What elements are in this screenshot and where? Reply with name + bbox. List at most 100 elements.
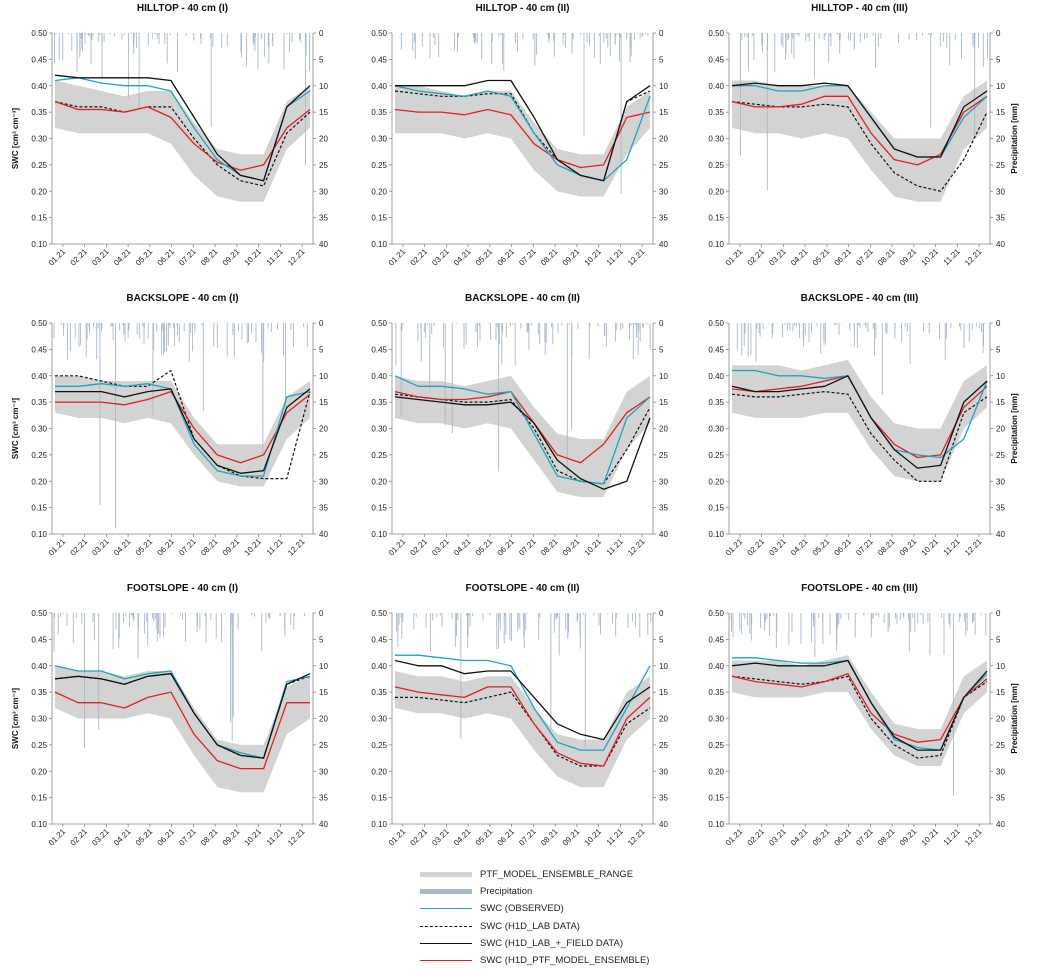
y-tick-label-right: 5 [996, 55, 1001, 64]
y-tick-label-left: 0.10 [708, 240, 724, 249]
x-tick-label: 12.21 [963, 537, 984, 558]
y-tick-label-right: 0 [319, 609, 324, 618]
series-line-ptf [55, 390, 311, 464]
y-tick-label-left: 0.10 [31, 530, 47, 539]
y-tick-label-left: 0.50 [371, 609, 387, 618]
y-tick-label-left: 0.30 [708, 715, 724, 724]
series-line-lab [55, 369, 311, 480]
series-line-observed [55, 383, 311, 477]
y-tick-label-right: 30 [996, 187, 1005, 196]
series-line-lab_field [395, 79, 651, 182]
series-line-ptf [394, 686, 651, 767]
x-tick-label: 09.21 [221, 827, 242, 848]
x-tick-label: 10.21 [920, 827, 941, 848]
y-tick-label-right: 40 [319, 820, 328, 829]
x-tick-label: 01.21 [47, 827, 68, 848]
x-tick-label: 10.21 [920, 247, 941, 268]
y-tick-label-right: 10 [659, 662, 668, 671]
x-tick-label: 02.21 [409, 247, 430, 268]
x-tick-label: 08.21 [876, 537, 897, 558]
panel: 0.10 0.15 0.20 0.25 0.30 0.35 0.40 0.45 0.50 0 5 10… [11, 293, 328, 558]
x-tick-label: 02.21 [69, 247, 90, 268]
legend-swatch-ptf [420, 960, 472, 962]
x-tick-label: 06.21 [496, 247, 517, 268]
y-tick-label-left: 0.35 [371, 688, 387, 697]
x-tick-label: 12.21 [286, 247, 307, 268]
y-tick-label-left: 0.10 [371, 240, 387, 249]
y-tick-label-right: 40 [996, 240, 1005, 249]
x-tick-label: 01.21 [387, 827, 408, 848]
y-tick-label-right: 35 [659, 214, 668, 223]
x-tick-label: 07.21 [517, 827, 538, 848]
y-tick-label-left: 0.20 [708, 767, 724, 776]
series-line-lab_field [54, 673, 311, 759]
panel: 0.10 0.15 0.20 0.25 0.30 0.35 0.40 0.45 0.50 0 5 10… [11, 3, 328, 268]
x-tick-label: 02.21 [746, 247, 767, 268]
y-tick-label-left: 0.30 [708, 135, 724, 144]
x-tick-label: 11.21 [605, 537, 625, 557]
y-tick-label-right: 40 [319, 530, 328, 539]
series-line-ptf [394, 390, 651, 464]
y-axis-title-right: Precipitation [mm] [1010, 683, 1019, 754]
y-tick-label-left: 0.35 [708, 108, 724, 117]
y-tick-label-left: 0.25 [31, 161, 47, 170]
y-tick-label-left: 0.15 [31, 504, 47, 513]
y-tick-label-right: 40 [659, 240, 668, 249]
y-tick-label-right: 30 [319, 187, 328, 196]
x-tick-label: 04.21 [112, 537, 133, 558]
legend-item-range: PTF_MODEL_ENSEMBLE_RANGE [420, 866, 680, 883]
y-tick-label-right: 25 [319, 741, 328, 750]
y-tick-label-right: 5 [319, 55, 324, 64]
y-tick-label-right: 20 [319, 425, 328, 434]
y-tick-label-right: 0 [319, 29, 324, 38]
x-tick-label: 10.21 [920, 537, 941, 558]
y-tick-label-right: 25 [659, 741, 668, 750]
x-tick-label: 01.21 [387, 537, 408, 558]
y-tick-label-left: 0.25 [31, 741, 47, 750]
y-tick-label-left: 0.10 [371, 530, 387, 539]
y-tick-label-left: 0.35 [31, 688, 47, 697]
y-tick-label-left: 0.15 [31, 794, 47, 803]
series-line-ptf [54, 100, 311, 171]
x-tick-label: 06.21 [156, 247, 177, 268]
x-tick-label: 09.21 [898, 247, 919, 268]
x-tick-label: 11.21 [942, 537, 962, 557]
y-axis-title-right: Precipitation [mm] [1010, 103, 1019, 174]
x-tick-label: 08.21 [199, 827, 220, 848]
y-tick-label-right: 40 [659, 820, 668, 829]
x-tick-label: 12.21 [626, 827, 647, 848]
x-tick-label: 06.21 [833, 827, 854, 848]
y-tick-label-right: 35 [659, 504, 668, 513]
x-tick-label: 11.21 [605, 827, 625, 847]
y-tick-label-right: 0 [319, 319, 324, 328]
y-tick-label-right: 0 [996, 319, 1001, 328]
legend: PTF_MODEL_ENSEMBLE_RANGE Precipitation S… [420, 866, 680, 969]
x-tick-label: 09.21 [221, 537, 242, 558]
y-tick-label-right: 30 [659, 187, 668, 196]
series-line-lab_field [731, 659, 988, 751]
x-tick-label: 07.21 [177, 537, 198, 558]
y-tick-label-right: 10 [319, 662, 328, 671]
y-tick-label-right: 15 [996, 108, 1005, 117]
y-tick-label-right: 15 [659, 398, 668, 407]
y-tick-label-left: 0.45 [371, 635, 387, 644]
ensemble-range-band [395, 671, 650, 788]
y-tick-label-left: 0.45 [371, 345, 387, 354]
panel-title: BACKSLOPE - 40 cm (III) [801, 293, 919, 304]
series-line-lab_field [731, 375, 988, 469]
y-tick-label-right: 20 [996, 425, 1005, 434]
panel-title: HILLTOP - 40 cm (II) [476, 3, 570, 14]
x-tick-label: 09.21 [898, 537, 919, 558]
panel-title: HILLTOP - 40 cm (I) [137, 3, 228, 14]
y-tick-label-right: 35 [996, 794, 1005, 803]
x-tick-label: 02.21 [409, 827, 430, 848]
y-tick-label-right: 5 [996, 635, 1001, 644]
legend-label-precip: Precipitation [480, 886, 533, 898]
y-tick-label-right: 15 [659, 688, 668, 697]
legend-label-range: PTF_MODEL_ENSEMBLE_RANGE [480, 869, 634, 881]
x-tick-label: 06.21 [496, 537, 517, 558]
y-tick-label-left: 0.15 [708, 794, 724, 803]
x-tick-label: 03.21 [430, 827, 451, 848]
y-tick-label-left: 0.20 [708, 187, 724, 196]
